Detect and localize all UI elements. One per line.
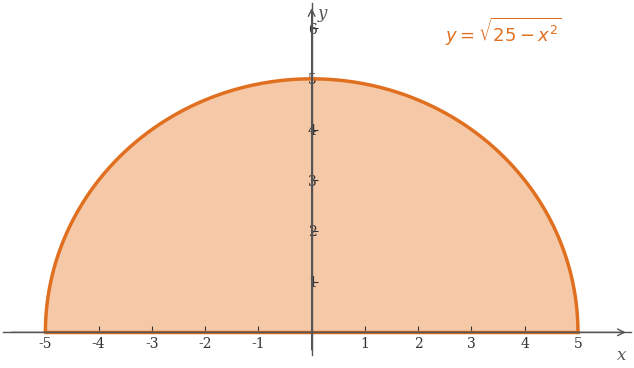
Polygon shape (46, 79, 578, 332)
Text: y: y (318, 5, 327, 22)
Text: x: x (616, 347, 626, 364)
Text: $y = \sqrt{25 - x^2}$: $y = \sqrt{25 - x^2}$ (445, 16, 562, 49)
